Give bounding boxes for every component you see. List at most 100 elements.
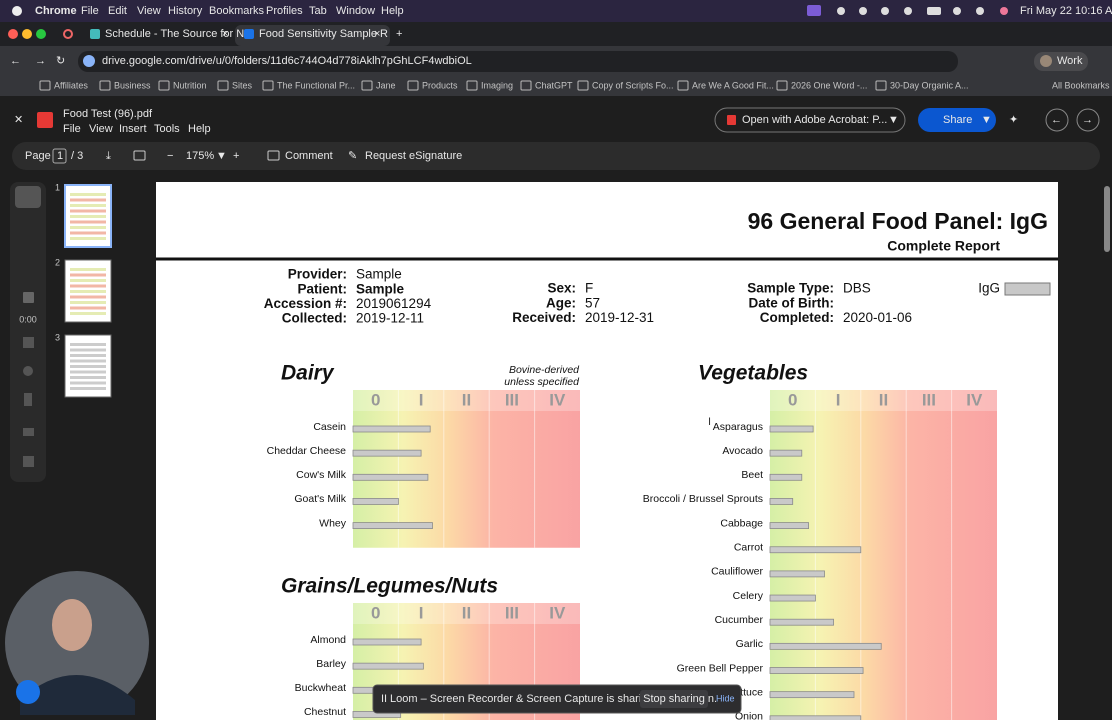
thumbnail-row	[70, 370, 106, 374]
stop-sharing-label[interactable]: Stop sharing	[643, 693, 705, 705]
zoom-menu[interactable]: ▼	[216, 150, 227, 162]
menu-item[interactable]: Window	[336, 5, 375, 17]
info-label: Age:	[546, 295, 576, 310]
tab-title[interactable]: Food Sensitivity Sample R	[259, 28, 388, 40]
bookmark-icon	[217, 80, 229, 91]
app-name[interactable]: Chrome	[35, 5, 77, 17]
share-label[interactable]: Share	[943, 114, 972, 126]
info-value: 2020-01-06	[843, 310, 912, 325]
close-window[interactable]	[8, 29, 18, 39]
zoom-in[interactable]: +	[233, 150, 239, 162]
info-label: Collected:	[282, 311, 347, 326]
prev-file[interactable]	[1045, 108, 1069, 132]
next-file[interactable]	[1076, 108, 1100, 132]
bookmark-icon	[262, 80, 274, 91]
info-label: Received:	[512, 310, 576, 325]
bookmark[interactable]: Affiliates	[54, 80, 88, 90]
thumbnail-row	[70, 301, 106, 304]
info-label: Sample Type:	[747, 281, 834, 296]
viewer-menu[interactable]: Help	[188, 123, 211, 135]
info-label: Sex:	[547, 281, 576, 296]
zoom-out[interactable]: −	[167, 150, 173, 162]
menu-item[interactable]: View	[137, 5, 161, 17]
pdf-icon	[37, 112, 53, 128]
share-button[interactable]	[918, 108, 996, 132]
tab-close[interactable]: ×	[222, 28, 228, 40]
clock[interactable]: Fri May 22 10:16 AM	[1020, 5, 1112, 17]
site-info[interactable]	[83, 55, 95, 67]
menu-item[interactable]: Help	[381, 5, 404, 17]
bookmark[interactable]: Nutrition	[173, 80, 207, 90]
page-input[interactable]	[52, 148, 67, 164]
viewer-menu[interactable]: View	[89, 123, 113, 135]
file-name[interactable]: Food Test (96).pdf	[63, 108, 153, 120]
menu-item[interactable]: Profiles	[266, 5, 303, 17]
minimize-window[interactable]	[22, 29, 32, 39]
bookmark[interactable]: Jane	[376, 80, 396, 90]
igg-bar	[769, 425, 814, 433]
download[interactable]: ⤓	[106, 150, 111, 162]
bookmark-icon	[158, 80, 170, 91]
new-tab[interactable]: +	[396, 28, 402, 40]
viewer-menu[interactable]: File	[63, 123, 81, 135]
stop-sharing-button[interactable]	[640, 690, 708, 708]
profile-name[interactable]: Work	[1057, 55, 1083, 67]
thumbnail-row	[70, 381, 106, 385]
tab-close[interactable]: ×	[374, 28, 380, 40]
igg-bar	[769, 691, 855, 699]
menu-item[interactable]: History	[168, 5, 203, 17]
menu-item[interactable]: File	[81, 5, 99, 17]
scale-band	[353, 390, 580, 548]
share-menu[interactable]: ▼	[981, 114, 992, 126]
comment-button[interactable]: Comment	[285, 150, 333, 162]
print[interactable]	[133, 150, 146, 161]
loom-tool[interactable]	[15, 186, 41, 208]
panel-heading: Vegetables	[698, 362, 808, 385]
hide-button[interactable]: Hide	[716, 693, 735, 703]
tab-title[interactable]: Schedule - The Source for N	[105, 28, 244, 40]
bookmark[interactable]: 2026 One Word -...	[791, 80, 867, 90]
bookmark[interactable]: The Functional Pr...	[277, 80, 355, 90]
bookmark[interactable]: ChatGPT	[535, 80, 573, 90]
forward[interactable]: →	[35, 55, 46, 67]
apple-logo[interactable]	[12, 6, 22, 16]
bookmark[interactable]: Products	[422, 80, 458, 90]
bookmark[interactable]: 30-Day Organic A...	[890, 80, 969, 90]
open-with-menu[interactable]: ▼	[888, 114, 899, 126]
info-value: F	[585, 281, 593, 296]
thumbnail-row	[70, 365, 106, 368]
back[interactable]: ←	[10, 55, 21, 67]
scrollbar[interactable]	[1104, 186, 1110, 252]
menu-item[interactable]: Tab	[309, 5, 327, 17]
bookmark-icon	[99, 80, 111, 91]
active-tab[interactable]	[235, 25, 390, 46]
viewer-menu[interactable]: Insert	[119, 123, 147, 135]
page-number[interactable]: 1	[57, 150, 63, 162]
thumbnail-number: 3	[55, 332, 60, 342]
omnibox[interactable]	[78, 51, 958, 72]
all-bookmarks[interactable]: All Bookmarks	[1052, 80, 1110, 90]
close-viewer[interactable]: ✕	[14, 114, 23, 126]
scale-label: 0	[371, 390, 380, 409]
zoom-level[interactable]: 175%	[186, 150, 214, 162]
zoom-window[interactable]	[36, 29, 46, 39]
open-with-label[interactable]: Open with Adobe Acrobat: P...	[742, 114, 887, 126]
loom-stop[interactable]	[23, 292, 34, 303]
gemini[interactable]: ✦	[1009, 114, 1018, 126]
food-label: Celery	[733, 590, 764, 602]
bookmark[interactable]: Business	[114, 80, 151, 90]
open-with-button[interactable]	[714, 107, 906, 133]
bookmark[interactable]: Sites	[232, 80, 253, 90]
thumbnail-row	[70, 226, 106, 229]
scale-label: I	[419, 390, 424, 409]
viewer-menu[interactable]: Tools	[154, 123, 180, 135]
bookmark[interactable]: Imaging	[481, 80, 513, 90]
menu-item[interactable]: Edit	[108, 5, 127, 17]
bookmark[interactable]: Are We A Good Fit...	[692, 80, 774, 90]
menu-item[interactable]: Bookmarks	[209, 5, 265, 17]
thumbnail-row	[70, 376, 106, 379]
url[interactable]: drive.google.com/drive/u/0/folders/11d6c…	[102, 55, 472, 67]
reload[interactable]: ↻	[56, 55, 65, 67]
esign-button[interactable]: Request eSignature	[365, 150, 462, 162]
bookmark[interactable]: Copy of Scripts Fo...	[592, 80, 674, 90]
